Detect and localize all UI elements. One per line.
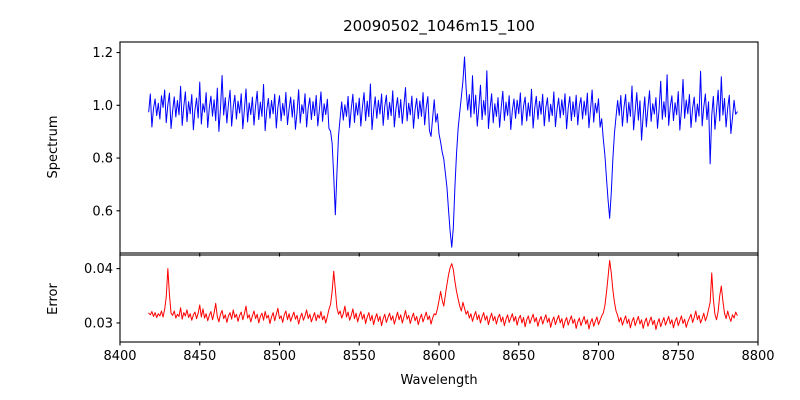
matplotlib-figure: 20090502_1046m15_100 0.6 0.8 1.0 1.2 Spectr… [0, 0, 800, 400]
page-title: 20090502_1046m15_100 [343, 17, 535, 36]
y-tick-label: 0.03 [84, 316, 113, 331]
x-tick-label: 8500 [263, 349, 296, 364]
x-tick-label: 8750 [662, 349, 695, 364]
x-tick-label: 8700 [582, 349, 615, 364]
y-tick-label: 1.0 [92, 99, 113, 114]
y-tick-label: 0.04 [84, 262, 113, 277]
y-axis-label-error: Error [46, 283, 61, 315]
x-axis-label-wavelength: Wavelength [400, 373, 477, 388]
y-tick-label: 0.8 [92, 152, 113, 167]
y-tick-label: 0.6 [92, 204, 113, 219]
x-tick-label: 8400 [103, 349, 136, 364]
x-tick-label: 8450 [183, 349, 216, 364]
x-tick-label: 8650 [502, 349, 535, 364]
x-tick-label: 8800 [741, 349, 774, 364]
x-tick-label: 8550 [343, 349, 376, 364]
y-axis-label-spectrum: Spectrum [46, 116, 61, 179]
y-tick-label: 1.2 [92, 46, 113, 61]
spectrum-plot-svg: 20090502_1046m15_100 0.6 0.8 1.0 1.2 Spectr… [0, 0, 800, 400]
x-tick-label: 8600 [422, 349, 455, 364]
